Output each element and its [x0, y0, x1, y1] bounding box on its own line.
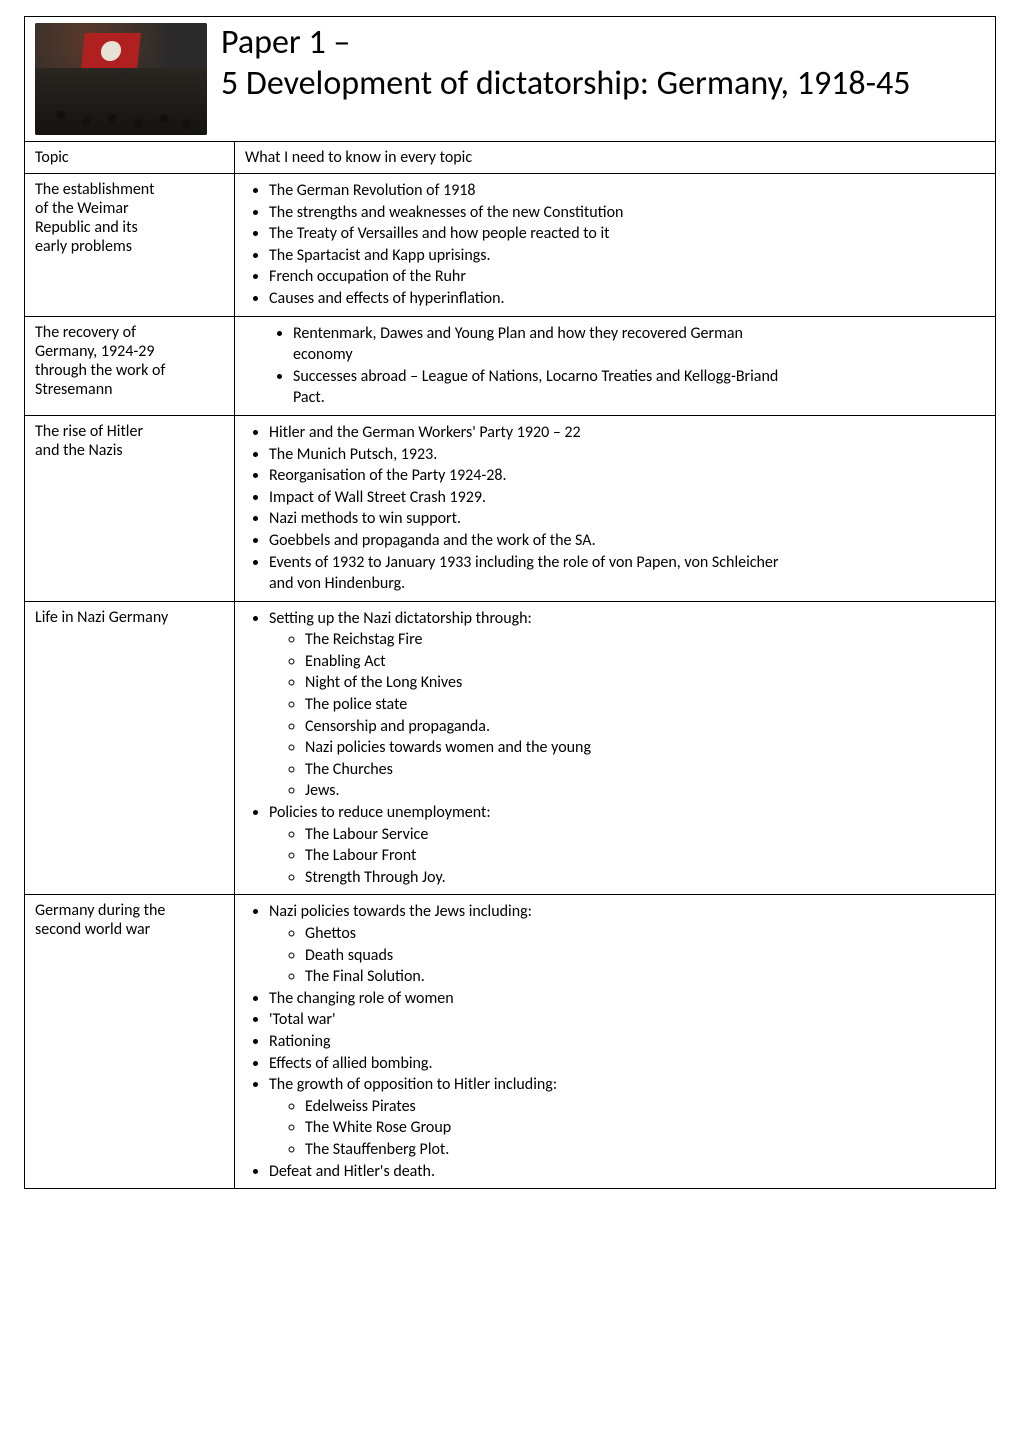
content-cell: The German Revolution of 1918The strengt… — [235, 174, 996, 317]
bullet-item: Rentenmark, Dawes and Young Plan and how… — [293, 323, 985, 366]
title-line-2: 5 Development of dictatorship: Germany, … — [221, 64, 911, 105]
bullet-item: Rationing — [269, 1031, 985, 1053]
content-cell: Nazi policies towards the Jews including… — [235, 895, 996, 1189]
table-row: The recovery ofGermany, 1924-29through t… — [25, 316, 996, 415]
bullet-item: Goebbels and propaganda and the work of … — [269, 530, 985, 552]
topic-cell: The recovery ofGermany, 1924-29through t… — [25, 316, 235, 415]
topic-label-line: Life in Nazi Germany — [35, 608, 224, 627]
topic-cell: Life in Nazi Germany — [25, 601, 235, 895]
bullet-item: The Munich Putsch, 1923. — [269, 444, 985, 466]
sub-bullet-item: Edelweiss Pirates — [305, 1096, 985, 1118]
sub-bullet-item: Ghettos — [305, 923, 985, 945]
sub-bullet-item: The police state — [305, 694, 985, 716]
sub-bullet-list: GhettosDeath squadsThe Final Solution. — [269, 923, 985, 988]
topic-label-line: second world war — [35, 920, 224, 939]
bullet-item: Impact of Wall Street Crash 1929. — [269, 487, 985, 509]
topic-heading-right-text: What I need to know in every topic — [245, 148, 472, 167]
sub-bullet-item: Death squads — [305, 945, 985, 967]
header-row: Paper 1 – 5 Development of dictatorship:… — [25, 17, 996, 142]
content-cell: Hitler and the German Workers' Party 192… — [235, 415, 996, 601]
bullet-item: Nazi policies towards the Jews including… — [269, 901, 985, 987]
bullet-item: Policies to reduce unemployment:The Labo… — [269, 802, 985, 888]
table-row: Life in Nazi Germany Setting up the Nazi … — [25, 601, 996, 895]
bullet-item: 'Total war' — [269, 1009, 985, 1031]
topic-label-line: early problems — [35, 237, 224, 256]
sub-bullet-item: The Reichstag Fire — [305, 629, 985, 651]
sub-bullet-item: The Stauffenberg Plot. — [305, 1139, 985, 1161]
topic-heading-left-text: Topic — [35, 148, 69, 167]
topic-label-line: Germany during the — [35, 901, 224, 920]
topic-heading-right: What I need to know in every topic — [235, 142, 996, 174]
bullet-item: The Spartacist and Kapp uprisings. — [269, 245, 985, 267]
sub-bullet-item: Enabling Act — [305, 651, 985, 673]
bullet-item: Events of 1932 to January 1933 including… — [269, 552, 985, 595]
bullet-item: The changing role of women — [269, 988, 985, 1010]
sub-bullet-item: The Churches — [305, 759, 985, 781]
bullet-item: French occupation of the Ruhr — [269, 266, 985, 288]
topic-label-line: of the Weimar — [35, 199, 224, 218]
bullet-list: Setting up the Nazi dictatorship through… — [245, 608, 985, 889]
bullet-list: Hitler and the German Workers' Party 192… — [245, 422, 985, 595]
content-cell: Setting up the Nazi dictatorship through… — [235, 601, 996, 895]
topic-label-line: The recovery of — [35, 323, 224, 342]
bullet-item: The Treaty of Versailles and how people … — [269, 223, 985, 245]
topic-label-line: and the Nazis — [35, 441, 224, 460]
sub-bullet-list: The Labour ServiceThe Labour FrontStreng… — [269, 824, 985, 889]
bullet-item: Reorganisation of the Party 1924-28. — [269, 465, 985, 487]
topic-label-line: The establishment — [35, 180, 224, 199]
content-cell: Rentenmark, Dawes and Young Plan and how… — [235, 316, 996, 415]
bullet-item: Causes and effects of hyperinflation. — [269, 288, 985, 310]
bullet-item: The growth of opposition to Hitler inclu… — [269, 1074, 985, 1160]
header-cell: Paper 1 – 5 Development of dictatorship:… — [25, 17, 996, 142]
table-row: The establishmentof the WeimarRepublic a… — [25, 174, 996, 317]
bullet-item: Setting up the Nazi dictatorship through… — [269, 608, 985, 802]
topic-cell: The establishmentof the WeimarRepublic a… — [25, 174, 235, 317]
sub-bullet-item: The Final Solution. — [305, 966, 985, 988]
bullet-item: Nazi methods to win support. — [269, 508, 985, 530]
sub-bullet-item: The White Rose Group — [305, 1117, 985, 1139]
bullet-item: Effects of allied bombing. — [269, 1053, 985, 1075]
topic-label-line: through the work of — [35, 361, 224, 380]
bullet-item: Defeat and Hitler's death. — [269, 1161, 985, 1183]
title-line-1: Paper 1 – — [221, 23, 911, 64]
sub-bullet-item: The Labour Service — [305, 824, 985, 846]
topics-label-row: Topic What I need to know in every topic — [25, 142, 996, 174]
sub-bullet-item: Strength Through Joy. — [305, 867, 985, 889]
bullet-item: The strengths and weaknesses of the new … — [269, 202, 985, 224]
topic-label-line: The rise of Hitler — [35, 422, 224, 441]
bullet-list: Nazi policies towards the Jews including… — [245, 901, 985, 1182]
sub-bullet-item: The Labour Front — [305, 845, 985, 867]
bullet-item: Hitler and the German Workers' Party 192… — [269, 422, 985, 444]
sub-bullet-list: Edelweiss PiratesThe White Rose GroupThe… — [269, 1096, 985, 1161]
topic-label-line: Germany, 1924-29 — [35, 342, 224, 361]
bullet-list: Rentenmark, Dawes and Young Plan and how… — [245, 323, 985, 409]
title-block: Paper 1 – 5 Development of dictatorship:… — [221, 23, 911, 105]
bullet-list: The German Revolution of 1918The strengt… — [245, 180, 985, 310]
sub-bullet-item: Censorship and propaganda. — [305, 716, 985, 738]
sub-bullet-item: Night of the Long Knives — [305, 672, 985, 694]
sub-bullet-list: The Reichstag FireEnabling ActNight of t… — [269, 629, 985, 802]
topic-cell: Germany during thesecond world war — [25, 895, 235, 1189]
topic-label-line: Stresemann — [35, 380, 224, 399]
bullet-item: Successes abroad – League of Nations, Lo… — [293, 366, 985, 409]
topic-cell: The rise of Hitlerand the Nazis — [25, 415, 235, 601]
sub-bullet-item: Nazi policies towards women and the youn… — [305, 737, 985, 759]
topic-heading-left: Topic — [25, 142, 235, 174]
sub-bullet-item: Jews. — [305, 780, 985, 802]
table-row: The rise of Hitlerand the Nazis Hitler an… — [25, 415, 996, 601]
main-table: Paper 1 – 5 Development of dictatorship:… — [24, 16, 996, 1189]
page: Paper 1 – 5 Development of dictatorship:… — [0, 0, 1020, 1443]
header-image — [35, 23, 207, 135]
topic-label-line: Republic and its — [35, 218, 224, 237]
table-row: Germany during thesecond world war Nazi p… — [25, 895, 996, 1189]
bullet-item: The German Revolution of 1918 — [269, 180, 985, 202]
